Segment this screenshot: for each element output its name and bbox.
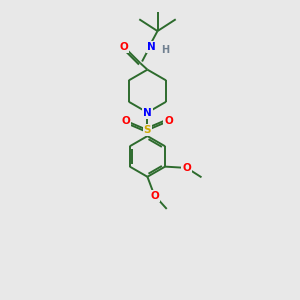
Text: O: O [119,42,128,52]
Text: O: O [151,191,159,201]
Text: S: S [144,125,151,135]
Text: N: N [143,107,152,118]
Text: N: N [147,42,155,52]
Text: H: H [161,45,169,55]
Text: O: O [122,116,130,126]
Text: O: O [164,116,173,126]
Text: O: O [182,163,191,173]
